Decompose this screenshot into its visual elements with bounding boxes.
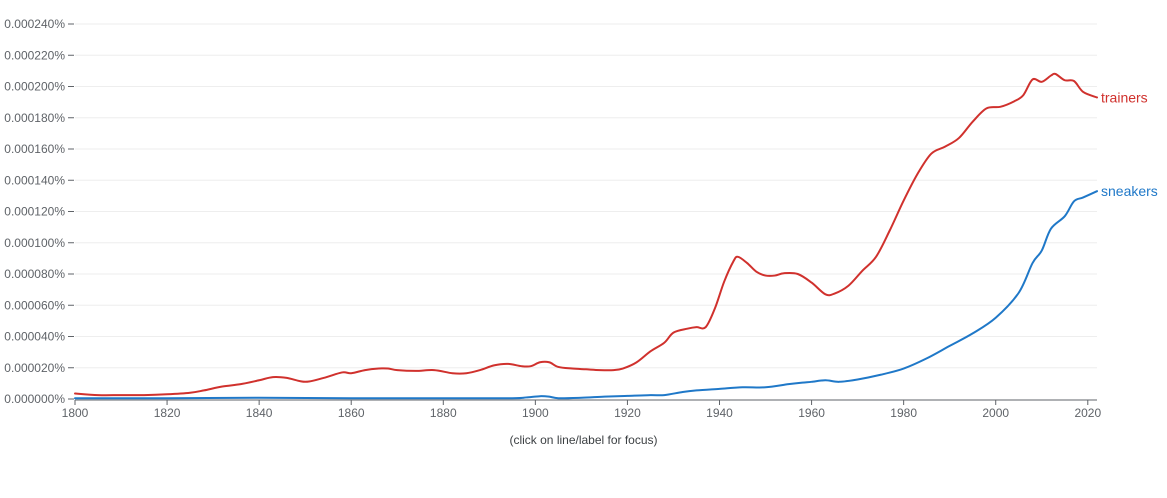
x-tick-label: 1860 (338, 406, 365, 420)
y-tick-label: 0.000220% (4, 48, 65, 62)
gridlines (75, 23, 1097, 369)
y-tick-label: 0.000020% (4, 361, 65, 375)
x-tick-label: 1820 (154, 406, 181, 420)
x-tick-label: 1940 (706, 406, 733, 420)
x-tick-label: 1900 (522, 406, 549, 420)
x-tick-label: 1960 (798, 406, 825, 420)
y-tick-label: 0.000000% (4, 392, 65, 406)
y-tick-label: 0.000180% (4, 111, 65, 125)
x-tick-label: 2020 (1074, 406, 1101, 420)
x-tick-label: 2000 (982, 406, 1009, 420)
series-label-trainers[interactable]: trainers (1101, 89, 1148, 105)
y-tick-label: 0.000060% (4, 298, 65, 312)
y-tick-label: 0.000100% (4, 236, 65, 250)
y-tick-label: 0.000080% (4, 267, 65, 281)
x-tick-label: 1920 (614, 406, 641, 420)
y-tick-label: 0.000160% (4, 142, 65, 156)
y-tick-label: 0.000120% (4, 205, 65, 219)
series-label-sneakers[interactable]: sneakers (1101, 183, 1158, 199)
y-axis: 0.000000% 0.000020% 0.000040% 0.000060% 0.00… (4, 17, 74, 406)
x-tick-label: 1880 (430, 406, 457, 420)
series-line-trainers[interactable] (74, 72, 1098, 397)
series-labels[interactable]: trainers sneakers (1101, 89, 1158, 199)
y-tick-label: 0.000040% (4, 330, 65, 344)
y-tick-label: 0.000140% (4, 173, 65, 187)
y-tick-label: 0.000200% (4, 80, 65, 94)
x-axis: 1800 1820 1840 1860 1880 1900 1920 1940 1960 1980… (62, 399, 1101, 420)
series-lines[interactable] (74, 72, 1098, 400)
focus-hint: (click on line/label for focus) (509, 433, 658, 447)
x-tick-label: 1800 (62, 406, 89, 420)
ngram-chart: 0.000000% 0.000020% 0.000040% 0.000060% 0.00… (4, 17, 1158, 420)
x-tick-label: 1980 (890, 406, 917, 420)
series-line-sneakers[interactable] (74, 190, 1098, 400)
y-tick-label: 0.000240% (4, 17, 65, 31)
x-tick-label: 1840 (246, 406, 273, 420)
